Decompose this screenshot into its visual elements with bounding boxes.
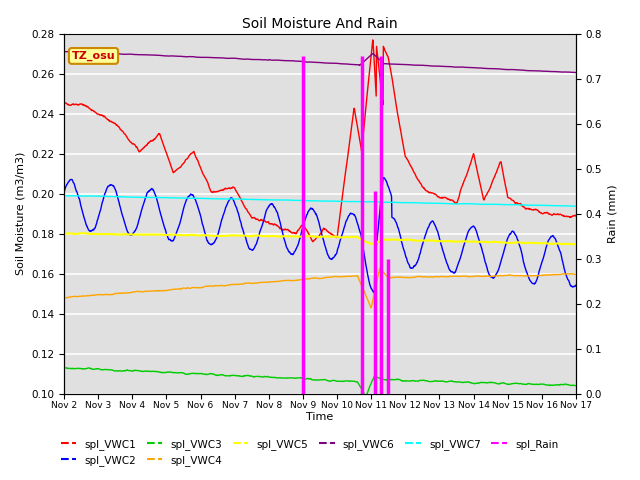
Y-axis label: Soil Moisture (m3/m3): Soil Moisture (m3/m3) xyxy=(15,152,26,276)
Legend: spl_VWC1, spl_VWC2, spl_VWC3, spl_VWC4, spl_VWC5, spl_VWC6, spl_VWC7, spl_Rain: spl_VWC1, spl_VWC2, spl_VWC3, spl_VWC4, … xyxy=(56,434,563,470)
Y-axis label: Rain (mm): Rain (mm) xyxy=(608,184,618,243)
Title: Soil Moisture And Rain: Soil Moisture And Rain xyxy=(242,17,398,31)
Text: TZ_osu: TZ_osu xyxy=(72,51,115,61)
X-axis label: Time: Time xyxy=(307,412,333,421)
